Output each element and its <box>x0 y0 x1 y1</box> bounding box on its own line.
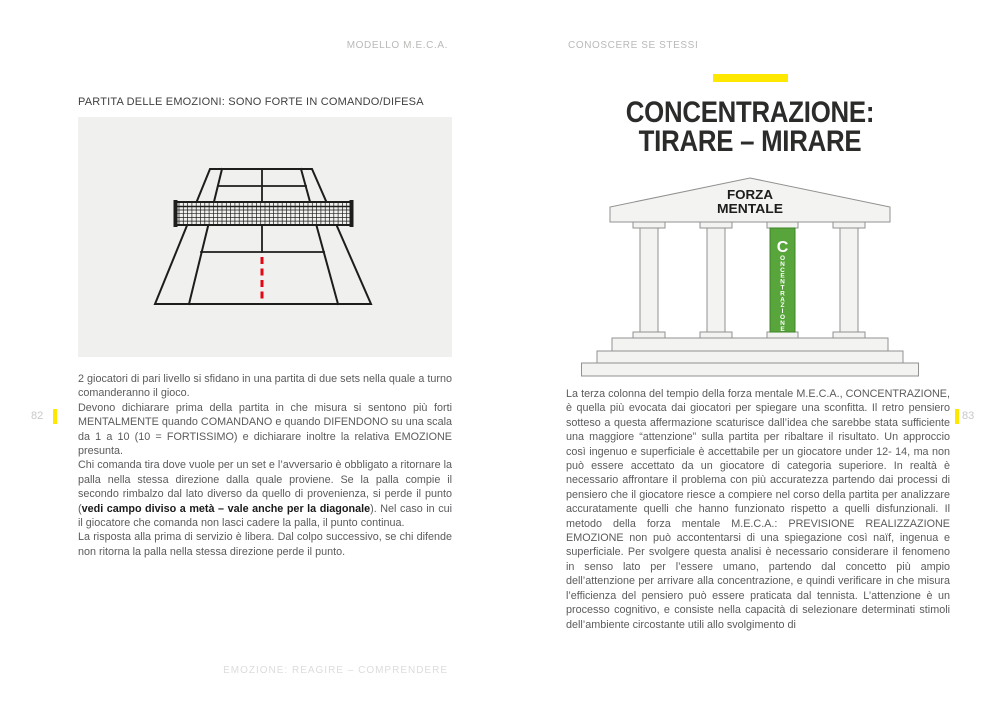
temple-step-bottom <box>581 362 919 377</box>
left-page-number: 82 <box>31 410 44 422</box>
right-page-number: 83 <box>962 410 975 422</box>
svg-text:C: C <box>780 267 785 274</box>
temple-column-4 <box>832 221 866 339</box>
concentration-column-label: CONCENTRAZIONE <box>777 239 789 333</box>
temple-pediment <box>609 177 891 223</box>
svg-text:N: N <box>780 320 785 327</box>
svg-text:I: I <box>782 308 784 315</box>
svg-text:T: T <box>781 285 785 292</box>
right-body: La terza colonna del tempio della forza … <box>566 387 950 632</box>
net <box>173 200 354 227</box>
right-running-header: CONOSCERE SE STESSI <box>568 40 699 51</box>
title-accent-bar <box>713 74 788 82</box>
svg-text:O: O <box>780 255 785 262</box>
temple-step-top <box>611 337 889 352</box>
temple-column-2 <box>699 221 733 339</box>
pediment-label: FORZA MENTALE <box>717 188 783 216</box>
paragraph: La terza colonna del tempio della forza … <box>566 388 950 631</box>
left-footer: EMOZIONE: REAGIRE – COMPRENDERE <box>223 665 448 676</box>
chapter-title-line-2: TIRARE – MIRARE <box>638 125 862 158</box>
svg-text:R: R <box>780 290 785 297</box>
paragraph: Chi comanda tira dove vuole per un set e… <box>78 459 452 530</box>
svg-text:Z: Z <box>781 302 785 309</box>
net-post-right <box>349 200 354 227</box>
svg-text:N: N <box>780 261 785 268</box>
temple-column-1 <box>632 221 666 339</box>
concentration-column <box>769 227 796 333</box>
svg-text:N: N <box>780 279 785 286</box>
right-page-marker <box>955 409 959 424</box>
singles-sideline-left <box>187 167 224 306</box>
paragraph: La risposta alla prima di servizio è lib… <box>78 531 452 558</box>
svg-text:FORZA: FORZA <box>727 188 773 202</box>
singles-sideline-right <box>299 167 340 306</box>
paragraph: Devono dichiarare prima della partita in… <box>78 401 452 458</box>
svg-text:O: O <box>780 314 785 321</box>
paragraph: 2 giocatori di pari livello si sfidano i… <box>78 373 452 400</box>
svg-text:MENTALE: MENTALE <box>717 202 783 216</box>
net-post-left <box>173 200 178 227</box>
temple-step-middle <box>596 350 904 364</box>
left-running-header: MODELLO M.E.C.A. <box>346 40 448 51</box>
left-page-marker <box>53 409 57 424</box>
chapter-title-line-1: CONCENTRAZIONE: <box>625 96 875 129</box>
chapter-title: CONCENTRAZIONE: TIRARE – MIRARE <box>550 96 950 158</box>
svg-text:E: E <box>780 273 785 280</box>
temple-diagram: CONCENTRAZIONE FORZA MENTALE <box>581 177 919 377</box>
svg-text:A: A <box>780 296 785 303</box>
left-body: 2 giocatori di pari livello si sfidano i… <box>78 372 452 559</box>
tennis-court-panel <box>78 117 452 357</box>
court-outline <box>153 168 373 305</box>
left-section-title: PARTITA DELLE EMOZIONI: SONO FORTE IN CO… <box>78 96 424 108</box>
tennis-court-diagram <box>153 167 373 306</box>
svg-text:C: C <box>777 239 789 256</box>
svg-text:E: E <box>780 326 785 333</box>
